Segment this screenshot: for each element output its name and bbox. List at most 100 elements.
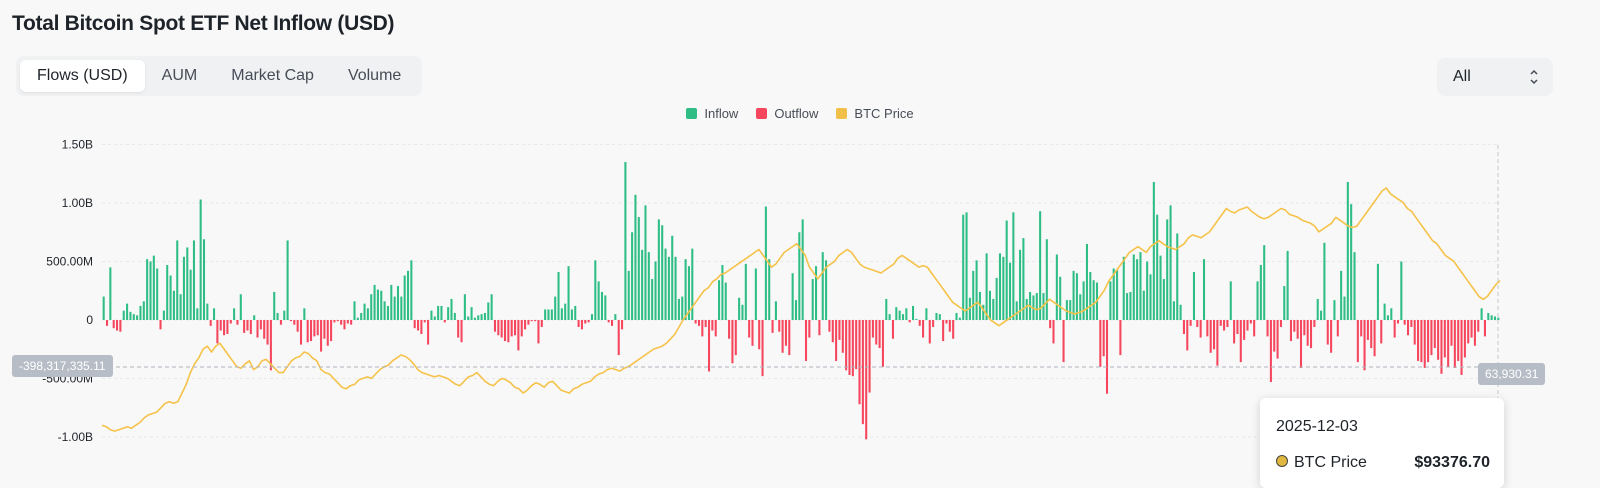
inflow-bar: [718, 280, 721, 320]
inflow-bar: [253, 315, 256, 320]
outflow-bar: [116, 320, 119, 331]
inflow-bar: [791, 273, 794, 320]
inflow-bar: [447, 307, 450, 320]
outflow-bar: [219, 320, 222, 331]
outflow-bar: [861, 320, 864, 425]
tab-volume[interactable]: Volume: [347, 67, 402, 84]
inflow-bar: [433, 316, 436, 320]
outflow-bar: [1483, 320, 1486, 337]
inflow-bar: [1022, 238, 1025, 320]
outflow-bar: [1233, 320, 1236, 344]
outflow-bar: [1423, 320, 1426, 368]
inflow-bar: [1039, 211, 1042, 320]
outflow-bar: [1473, 320, 1476, 346]
hover-tooltip: 2025-12-03 BTC Price $93376.70: [1260, 398, 1504, 488]
inflow-bar: [1116, 269, 1119, 320]
outflow-bar: [517, 320, 520, 351]
inflow-bar: [1045, 239, 1048, 320]
outflow-bar: [256, 320, 259, 338]
inflow-bar: [196, 308, 199, 320]
inflow-bar: [1015, 301, 1018, 320]
outflow-bar: [707, 320, 711, 372]
tooltip-row: BTC Price $93376.70: [1276, 454, 1490, 472]
outflow-bar: [320, 320, 323, 352]
outflow-bar: [1463, 320, 1466, 358]
inflow-bar: [172, 290, 175, 320]
inflow-bar: [570, 309, 573, 320]
outflow-bar: [855, 320, 858, 370]
legend-outflow[interactable]: Outflow: [756, 106, 818, 121]
outflow-bar: [1299, 320, 1303, 368]
outflow-bar: [524, 320, 527, 330]
inflow-bar: [664, 248, 667, 320]
tab-market-cap[interactable]: Market Cap: [231, 67, 314, 84]
inflow-bar: [490, 294, 493, 320]
inflow-bar: [1072, 270, 1075, 320]
inflow-bar: [885, 298, 888, 320]
time-range-select[interactable]: All: [1437, 58, 1553, 96]
inflow-bar: [1179, 304, 1182, 320]
outflow-bar: [878, 320, 881, 349]
inflow-bar: [958, 317, 961, 320]
inflow-bar: [199, 199, 202, 320]
inflow-bar: [380, 290, 383, 320]
tab-aum[interactable]: AUM: [161, 67, 198, 84]
tab-flows[interactable]: Flows (USD): [20, 60, 145, 92]
outflow-bar: [420, 320, 423, 335]
outflow-bar: [617, 320, 620, 356]
outflow-bar: [510, 320, 513, 337]
outflow-bar: [1356, 320, 1359, 363]
inflow-bar: [1487, 312, 1490, 320]
inflow-bar: [992, 298, 995, 320]
inflow-bar: [1353, 252, 1356, 320]
inflow-bar: [356, 317, 359, 320]
inflow-bar: [487, 302, 490, 320]
inflow-bar: [437, 305, 440, 320]
tooltip-date: 2025-12-03: [1276, 418, 1358, 435]
outflow-bar: [788, 320, 791, 356]
inflow-bar: [614, 314, 617, 320]
outflow-bar: [1189, 320, 1192, 326]
inflow-bar: [721, 265, 724, 320]
outflow-bar: [299, 320, 303, 345]
outflow-bar: [1196, 320, 1199, 328]
legend-inflow[interactable]: Inflow: [686, 106, 738, 121]
outflow-bar: [942, 320, 945, 342]
inflow-bar: [647, 252, 650, 320]
inflow-bar: [283, 310, 286, 320]
inflow-bar: [604, 295, 607, 320]
inflow-bar: [557, 272, 560, 320]
outflow-bar: [1289, 320, 1292, 342]
outflow-bar: [413, 320, 416, 329]
legend-btc-price[interactable]: BTC Price: [836, 106, 914, 121]
outflow-bar: [263, 320, 266, 339]
outflow-bar: [1380, 320, 1383, 344]
outflow-bar: [1266, 320, 1269, 337]
inflow-bar: [176, 240, 179, 320]
inflow-bar: [1126, 293, 1129, 320]
inflow-bar: [102, 296, 105, 320]
outflow-bar: [1310, 320, 1313, 349]
outflow-bar: [216, 320, 219, 344]
outflow-bar: [841, 320, 844, 353]
outflow-bar: [1216, 320, 1219, 366]
inflow-bar: [169, 275, 172, 320]
outflow-bar: [427, 320, 430, 345]
inflow-bar: [912, 305, 915, 320]
outflow-bar: [577, 320, 580, 328]
inflow-bar: [396, 286, 400, 320]
outflow-bar: [1460, 320, 1463, 375]
outflow-bar: [1403, 320, 1406, 325]
outflow-bar: [697, 320, 701, 326]
outflow-bar: [1249, 320, 1252, 324]
outflow-bar: [1360, 320, 1363, 337]
outflow-bar: [520, 320, 523, 337]
legend-inflow-label: Inflow: [704, 106, 739, 121]
outflow-bar: [734, 320, 737, 356]
outflow-bar: [845, 320, 848, 371]
inflow-bar: [955, 312, 958, 320]
inflow-bar: [1002, 256, 1005, 320]
outflow-bar: [323, 320, 326, 339]
outflow-bar: [838, 320, 841, 340]
